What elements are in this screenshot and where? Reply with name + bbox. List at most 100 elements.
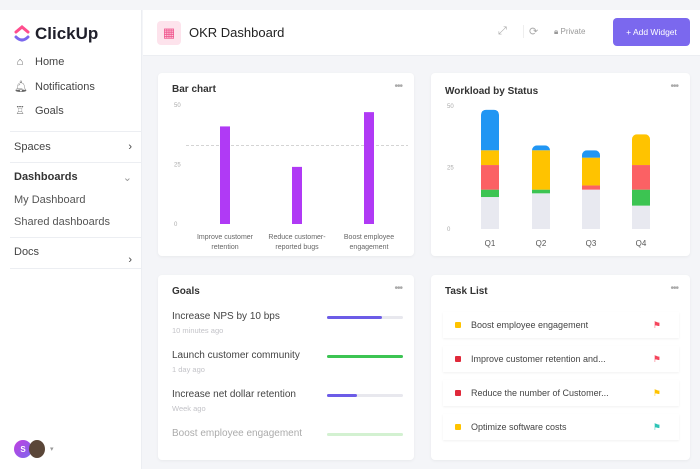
goal-progress-bar <box>327 394 403 397</box>
y-tick-label: 25 <box>447 166 454 172</box>
sidebar-section-dashboards[interactable]: Dashboards ⌄ <box>14 171 132 184</box>
sidebar-item-goals[interactable]: ♖ Goals <box>14 104 132 118</box>
spaces-label: Spaces <box>14 141 51 153</box>
goal-name: Increase NPS by 10 bps <box>172 311 280 322</box>
bar-chart-card: Bar chart ••• 0 25 50 Improve customer reten… <box>158 73 414 256</box>
flag-icon[interactable]: ⚑ <box>652 387 661 398</box>
bar-segment <box>582 150 600 158</box>
chevron-right-icon: › <box>128 254 132 266</box>
sidebar-item-label: Notifications <box>35 80 95 93</box>
task-row[interactable]: Improve customer retention and... ⚑ <box>443 346 679 372</box>
app-name: ClickUp <box>35 24 99 43</box>
bar-segment <box>532 193 550 229</box>
x-tick-label: reported bugs <box>275 244 319 251</box>
chevron-down-icon: ▾ <box>50 446 54 453</box>
sidebar-item-shared-dashboards[interactable]: Shared dashboards <box>14 216 132 228</box>
task-name: Boost employee engagement <box>471 320 589 330</box>
goal-name: Increase net dollar retention <box>172 389 296 400</box>
sidebar: ClickUp ⌂ Home 🔔︎ Notifications ♖ Goals Spa… <box>0 10 142 469</box>
expand-icon[interactable]: ⤢ <box>498 25 507 37</box>
chevron-down-icon: ⌄ <box>122 172 132 184</box>
x-tick-label: Q4 <box>636 239 647 248</box>
bar-segment <box>481 150 499 166</box>
bar-chart: 0 25 50 Improve customer retention Reduce cus… <box>174 103 408 251</box>
flag-icon[interactable]: ⚑ <box>652 353 661 364</box>
task-list-card: Task List ••• Boost employee engagement ⚑… <box>431 275 690 460</box>
x-tick-label: Boost employee <box>344 234 394 241</box>
page-title: OKR Dashboard <box>189 25 285 40</box>
bar <box>220 126 230 224</box>
goal-progress-fill <box>327 316 382 319</box>
goal-name: Boost employee engagement <box>172 428 303 439</box>
status-icon <box>455 424 461 430</box>
bar-segment <box>481 109 499 151</box>
task-name: Reduce the number of Customer... <box>471 388 609 398</box>
task-row[interactable]: Optimize software costs ⚑ <box>443 414 679 440</box>
bar-segment <box>582 189 600 229</box>
goal-progress-bar <box>327 316 403 319</box>
flag-icon[interactable]: ⚑ <box>652 421 661 432</box>
avatar: S <box>14 440 32 458</box>
sidebar-item-notifications[interactable]: 🔔︎ Notifications <box>14 80 132 94</box>
goal-name: Launch customer community <box>172 350 300 361</box>
privacy-toggle[interactable]: 🔒︎ Private <box>554 27 585 37</box>
sidebar-item-my-dashboard[interactable]: My Dashboard <box>14 194 132 206</box>
y-tick-label: 50 <box>447 104 454 110</box>
bell-icon: 🔔︎ <box>14 81 28 93</box>
bar-segment <box>582 157 600 186</box>
divider <box>10 131 142 132</box>
home-icon: ⌂ <box>16 56 24 68</box>
goal-progress-fill <box>327 433 403 436</box>
more-icon[interactable]: ••• <box>394 283 402 294</box>
clickup-logo[interactable]: ClickUp <box>14 24 98 44</box>
x-tick-label: engagement <box>350 244 389 251</box>
y-tick-label: 25 <box>174 163 181 169</box>
goal-item[interactable]: Increase net dollar retention Week ago <box>172 389 412 413</box>
more-icon[interactable]: ••• <box>670 283 678 294</box>
user-avatars[interactable]: S ▾ <box>14 440 54 458</box>
sidebar-section-docs[interactable]: Docs › <box>14 246 132 266</box>
x-tick-label: Improve customer <box>197 234 254 241</box>
my-dashboard-label: My Dashboard <box>14 194 86 206</box>
flag-icon[interactable]: ⚑ <box>652 319 661 330</box>
trophy-icon: ♖ <box>15 105 25 117</box>
goal-item[interactable]: Increase NPS by 10 bps 10 minutes ago <box>172 311 412 335</box>
goal-item[interactable]: Launch customer community 1 day ago <box>172 350 412 374</box>
refresh-icon[interactable]: ⟳ <box>523 25 538 38</box>
add-widget-button[interactable]: + Add Widget <box>613 18 690 46</box>
card-title: Workload by Status <box>445 86 539 97</box>
shared-dashboards-label: Shared dashboards <box>14 216 111 228</box>
status-icon <box>455 356 461 362</box>
y-tick-label: 0 <box>174 222 178 228</box>
goal-time: 10 minutes ago <box>172 326 224 335</box>
clickup-logo-icon <box>14 25 30 42</box>
task-row[interactable]: Reduce the number of Customer... ⚑ <box>443 380 679 406</box>
sidebar-section-spaces[interactable]: Spaces › <box>14 141 132 153</box>
bar <box>292 166 302 224</box>
goal-item[interactable]: Boost employee engagement <box>172 428 412 443</box>
dashboards-label: Dashboards <box>14 171 78 183</box>
x-tick-label: Reduce customer- <box>268 234 326 241</box>
sidebar-item-home[interactable]: ⌂ Home <box>14 56 132 68</box>
goal-progress-fill <box>327 355 403 358</box>
lock-icon: 🔒︎ <box>554 27 559 36</box>
task-row[interactable]: Boost employee engagement ⚑ <box>443 312 679 338</box>
more-icon[interactable]: ••• <box>394 81 402 92</box>
bar-segment <box>481 189 499 198</box>
x-tick-label: Q2 <box>536 239 547 248</box>
bar <box>364 112 374 224</box>
y-tick-label: 0 <box>447 227 451 233</box>
privacy-label: Private <box>560 27 586 36</box>
divider <box>10 162 142 163</box>
bar-segment <box>481 165 499 190</box>
bar-segment <box>532 145 550 151</box>
more-icon[interactable]: ••• <box>670 81 678 92</box>
task-name: Optimize software costs <box>471 422 567 432</box>
status-icon <box>455 390 461 396</box>
bar-segment <box>632 134 650 166</box>
chevron-right-icon: › <box>128 141 132 153</box>
workload-card: Workload by Status ••• 0 25 50 Q1 Q2 Q3 Q4 <box>431 73 690 256</box>
x-tick-label: Q1 <box>485 239 496 248</box>
stacked-bar-chart: 0 25 50 Q1 Q2 Q3 Q4 <box>447 104 650 248</box>
goal-time: Week ago <box>172 404 206 413</box>
